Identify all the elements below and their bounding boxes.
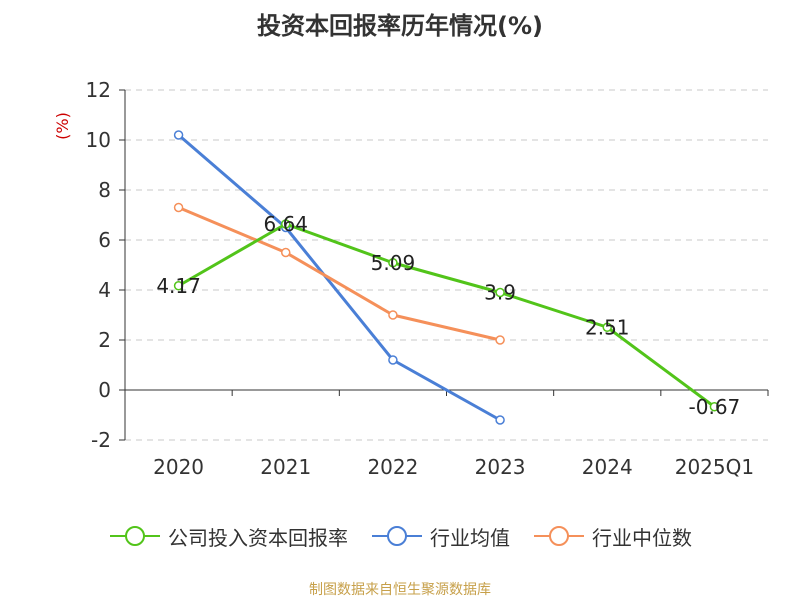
legend-marker-icon bbox=[110, 526, 160, 546]
data-point bbox=[602, 322, 612, 332]
y-tick-label: 4 bbox=[98, 278, 111, 302]
y-tick-label: 6 bbox=[98, 228, 111, 252]
data-point bbox=[173, 281, 184, 291]
legend-item[interactable]: 公司投入资本回报率 bbox=[108, 522, 348, 551]
data-point bbox=[281, 219, 291, 229]
series-line-0 bbox=[177, 222, 716, 408]
chart-legend: 公司投入资本回报率 行业均值 行业中位数 bbox=[0, 518, 800, 554]
data-label: 5.09 bbox=[371, 251, 416, 275]
legend-label: 行业均值 bbox=[430, 525, 510, 550]
data-point bbox=[495, 415, 505, 425]
x-tick-label: 2024 bbox=[582, 455, 633, 479]
x-tick-label: 2023 bbox=[475, 455, 526, 479]
legend-item[interactable]: 行业中位数 bbox=[532, 522, 692, 551]
data-point bbox=[709, 402, 720, 412]
data-point bbox=[173, 202, 184, 213]
y-tick-label: 10 bbox=[86, 128, 111, 152]
x-tick-label: 2020 bbox=[153, 455, 204, 479]
data-label: 6.64 bbox=[263, 212, 308, 236]
source-note: 制图数据来自恒生聚源数据库 bbox=[309, 582, 491, 598]
y-axis-label: (%) bbox=[53, 112, 72, 140]
chart-title: 投资本回报率历年情况(%) bbox=[257, 12, 543, 40]
legend-marker-icon bbox=[372, 526, 422, 546]
data-point bbox=[388, 258, 398, 268]
data-label: -0.67 bbox=[689, 395, 741, 419]
data-point bbox=[388, 355, 398, 365]
legend-label: 行业中位数 bbox=[592, 525, 692, 550]
data-label: 3.9 bbox=[484, 281, 516, 305]
data-point bbox=[495, 335, 505, 345]
series-line-2 bbox=[178, 206, 501, 342]
legend-marker-icon bbox=[534, 526, 584, 546]
y-tick-label: 8 bbox=[98, 178, 111, 202]
series-line-1 bbox=[177, 133, 501, 422]
data-label: 2.51 bbox=[585, 315, 630, 339]
y-tick-label: -2 bbox=[91, 428, 111, 452]
data-point bbox=[388, 310, 398, 320]
y-tick-label: 12 bbox=[86, 78, 111, 102]
data-point bbox=[495, 287, 505, 298]
legend-label: 公司投入资本回报率 bbox=[168, 525, 348, 550]
y-tick-label: 0 bbox=[98, 378, 111, 402]
legend-item[interactable]: 行业均值 bbox=[370, 522, 510, 551]
x-tick-label: 2022 bbox=[367, 455, 418, 479]
data-point bbox=[173, 130, 184, 140]
data-label: 4.17 bbox=[156, 274, 201, 298]
x-tick-label: 2021 bbox=[260, 455, 311, 479]
y-tick-label: 2 bbox=[98, 328, 111, 352]
data-point bbox=[281, 247, 291, 258]
x-tick-label: 2025Q1 bbox=[675, 455, 754, 479]
